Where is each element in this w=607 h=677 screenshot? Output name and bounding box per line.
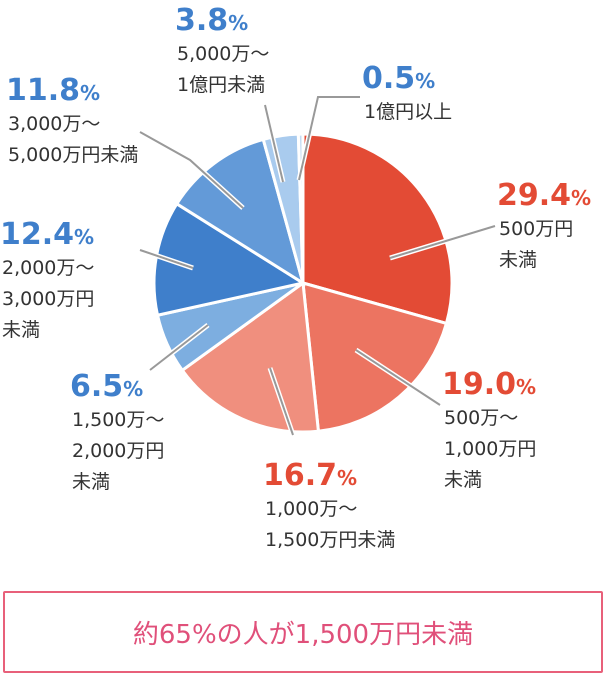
leader-line bbox=[139, 131, 244, 209]
summary-box: 約65%の人が1,500万円未満 bbox=[3, 591, 603, 673]
slice-category-label: 未満 bbox=[2, 319, 40, 341]
slice-category-label: 未満 bbox=[499, 249, 537, 271]
leader-line bbox=[269, 367, 294, 436]
slice-category-label: 未満 bbox=[444, 469, 482, 491]
slice-category-label: 1,000万円 bbox=[444, 438, 536, 460]
pie-slice bbox=[301, 280, 449, 433]
leader-line bbox=[264, 104, 284, 183]
pie-slice bbox=[301, 132, 454, 326]
pie-chart: 29.4%500万円未満19.0%500万～1,000万円未満16.7%1,00… bbox=[0, 3, 591, 551]
slice-percent-label: 19.0% bbox=[442, 367, 536, 402]
slice-percent-label: 29.4% bbox=[497, 178, 591, 213]
slice-category-label: 500万円 bbox=[499, 218, 573, 240]
slice-percent-label: 3.8% bbox=[175, 3, 248, 38]
slice-category-label: 1,000万～ bbox=[265, 498, 357, 520]
leader-line bbox=[139, 249, 194, 269]
leader-line bbox=[149, 324, 209, 371]
slice-category-label: 1,500万～ bbox=[72, 409, 164, 431]
slice-category-label: 1億円以上 bbox=[364, 101, 452, 123]
slice-category-label: 1,500万円未満 bbox=[265, 529, 395, 551]
summary-text: 約65%の人が1,500万円未満 bbox=[132, 619, 474, 650]
pie-slice bbox=[180, 280, 321, 434]
slice-percent-label: 0.5% bbox=[362, 61, 435, 96]
slice-category-label: 5,000万～ bbox=[177, 43, 269, 65]
slice-category-label: 2,000万円 bbox=[72, 440, 164, 462]
slice-category-label: 5,000万円未満 bbox=[8, 144, 138, 166]
slice-percent-label: 6.5% bbox=[70, 369, 143, 404]
slice-category-label: 3,000万～ bbox=[8, 113, 100, 135]
slice-category-label: 2,000万～ bbox=[2, 257, 94, 279]
slice-percent-label: 12.4% bbox=[0, 217, 94, 252]
leader-line bbox=[389, 225, 496, 259]
slice-category-label: 3,000万円 bbox=[2, 288, 94, 310]
slice-category-label: 500万～ bbox=[444, 407, 518, 429]
leader-line bbox=[298, 96, 360, 181]
slice-category-label: 1億円未満 bbox=[177, 74, 265, 96]
slice-percent-label: 16.7% bbox=[263, 458, 357, 493]
slice-category-label: 未満 bbox=[72, 471, 110, 493]
leader-line bbox=[355, 349, 441, 406]
slice-percent-label: 11.8% bbox=[6, 73, 100, 108]
